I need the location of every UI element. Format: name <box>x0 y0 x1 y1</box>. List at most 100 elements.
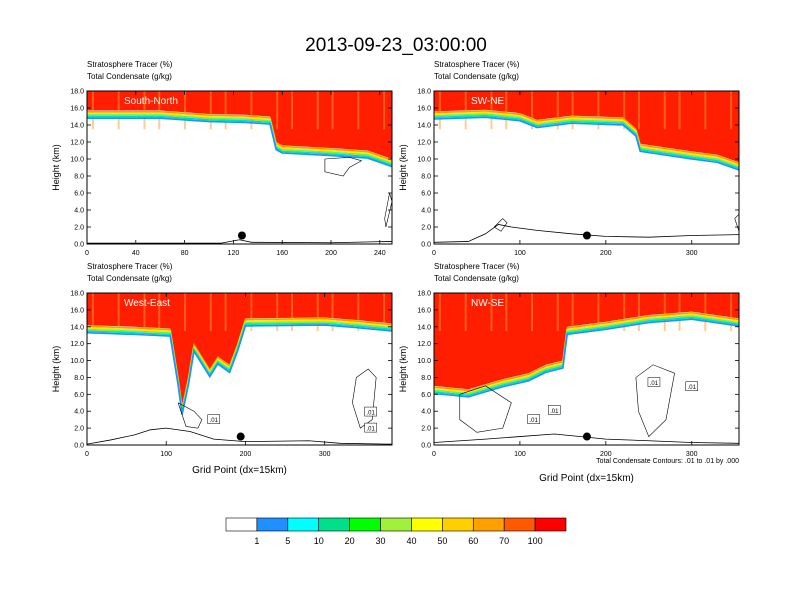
header-line-1: Stratosphere Tracer (%) <box>434 60 520 69</box>
contour-label: .01 <box>548 405 561 415</box>
x-tick-label: 200 <box>600 451 612 458</box>
plot-frame <box>433 292 740 446</box>
y-tick-label: 6.0 <box>74 392 84 399</box>
x-tick-label: 80 <box>181 250 189 257</box>
panel-label: SW-NE <box>471 96 504 107</box>
panel-sw-ne: Stratosphere Tracer (%) Total Condensate … <box>398 60 740 257</box>
contour-label: .01 <box>364 422 377 433</box>
plot-frame <box>433 90 740 245</box>
x-tick-label: 200 <box>240 451 252 458</box>
condensate-contour <box>352 368 377 429</box>
condensate-contour <box>177 402 203 429</box>
y-tick-label: 10.0 <box>70 157 84 164</box>
y-axis-label: Height (km) <box>51 144 61 191</box>
colorbar-swatch <box>380 517 412 532</box>
colorbar-swatch <box>349 517 381 532</box>
colorbar-swatch <box>225 517 258 532</box>
colorbar-label: 40 <box>406 536 416 546</box>
tracer-edge-band <box>87 117 392 168</box>
y-tick-label: 18.0 <box>70 89 84 96</box>
y-tick-label: 6.0 <box>74 191 84 198</box>
location-marker <box>582 432 591 441</box>
x-axis-label: Grid Point (dx=15km) <box>539 473 634 484</box>
contour-label-box <box>364 422 377 433</box>
tracer-edge-band <box>87 324 392 415</box>
colorbar-swatch <box>287 517 320 532</box>
header-line-2: Total Condensate (g/kg) <box>87 274 172 283</box>
colorbar-swatch <box>534 517 567 532</box>
y-tick-label: 18.0 <box>70 291 84 298</box>
contour-footnote: Total Condensate Contours: .01 to .01 by… <box>596 458 739 465</box>
y-axis-label: Height (km) <box>398 346 408 393</box>
plot-area <box>87 91 392 244</box>
condensate-contour <box>324 156 363 177</box>
x-tick-label: 300 <box>686 250 698 257</box>
panel-label: South-North <box>124 96 178 107</box>
header-line-2: Total Condensate (g/kg) <box>434 274 519 283</box>
colorbar-label: 100 <box>528 536 543 546</box>
colorbar-label: 60 <box>468 536 478 546</box>
colorbar-label: 20 <box>345 536 355 546</box>
y-tick-label: 6.0 <box>421 392 431 399</box>
y-tick-label: 2.0 <box>421 426 431 433</box>
header-line-1: Stratosphere Tracer (%) <box>87 60 173 69</box>
y-tick-label: 10.0 <box>70 358 84 365</box>
colorbar-label: 70 <box>499 536 509 546</box>
contour-label-text: .01 <box>210 418 219 424</box>
colorbar-label: 50 <box>437 536 447 546</box>
y-tick-label: 0.0 <box>74 443 84 450</box>
header-line-1: Stratosphere Tracer (%) <box>87 262 173 271</box>
terrain-line <box>87 239 392 244</box>
x-axis-label: Grid Point (dx=15km) <box>192 465 287 476</box>
colorbar-swatch <box>318 517 350 532</box>
y-tick-label: 2.0 <box>74 225 84 232</box>
y-tick-label: 14.0 <box>70 324 84 331</box>
x-tick-label: 200 <box>325 250 337 257</box>
tracer-edge-band <box>434 318 739 398</box>
colorbar-swatch <box>472 517 505 532</box>
contour-label: .01 <box>527 414 540 424</box>
plot-area: .01 .01 .01 .01 <box>434 293 739 444</box>
panel-label: West-East <box>124 298 170 309</box>
stratosphere-fill <box>87 293 392 407</box>
contour-label: .01 <box>207 414 221 424</box>
plot-frame <box>86 90 393 245</box>
contour-label-box <box>685 381 698 391</box>
header-line-2: Total Condensate (g/kg) <box>434 72 519 81</box>
stratosphere-fill <box>434 91 739 163</box>
contour-label-box <box>364 406 377 417</box>
contour-label: .01 <box>685 381 698 391</box>
x-tick-label: 160 <box>276 250 288 257</box>
plot-area: .01 .01 .01 <box>87 293 392 445</box>
y-tick-label: 2.0 <box>74 426 84 433</box>
location-marker <box>237 231 246 240</box>
colorbar-swatch <box>411 517 443 532</box>
y-axis-label: Height (km) <box>51 346 61 393</box>
plot-area <box>434 91 739 243</box>
y-tick-label: 16.0 <box>417 106 431 113</box>
y-tick-label: 8.0 <box>74 174 84 181</box>
y-tick-label: 2.0 <box>421 225 431 232</box>
location-marker <box>236 432 245 441</box>
x-tick-label: 100 <box>514 451 526 458</box>
y-tick-label: 18.0 <box>417 291 431 298</box>
figure-title: 2013-09-23_03:00:00 <box>305 35 487 56</box>
x-tick-label: 0 <box>85 451 89 458</box>
x-tick-label: 300 <box>319 451 331 458</box>
y-tick-label: 0.0 <box>74 242 84 249</box>
location-marker <box>582 231 591 240</box>
y-tick-label: 16.0 <box>70 106 84 113</box>
y-tick-label: 12.0 <box>417 140 431 147</box>
colorbar-label: 1 <box>254 536 259 546</box>
tracer-edge-band <box>434 111 739 166</box>
plot-frame <box>86 292 393 446</box>
y-tick-label: 0.0 <box>421 242 431 249</box>
y-tick-label: 16.0 <box>417 307 431 314</box>
condensate-contour <box>734 213 739 232</box>
contour-label-box <box>527 414 540 424</box>
x-tick-label: 0 <box>432 451 436 458</box>
y-tick-label: 4.0 <box>421 208 431 215</box>
y-tick-label: 14.0 <box>417 324 431 331</box>
colorbar-swatch <box>503 517 536 532</box>
